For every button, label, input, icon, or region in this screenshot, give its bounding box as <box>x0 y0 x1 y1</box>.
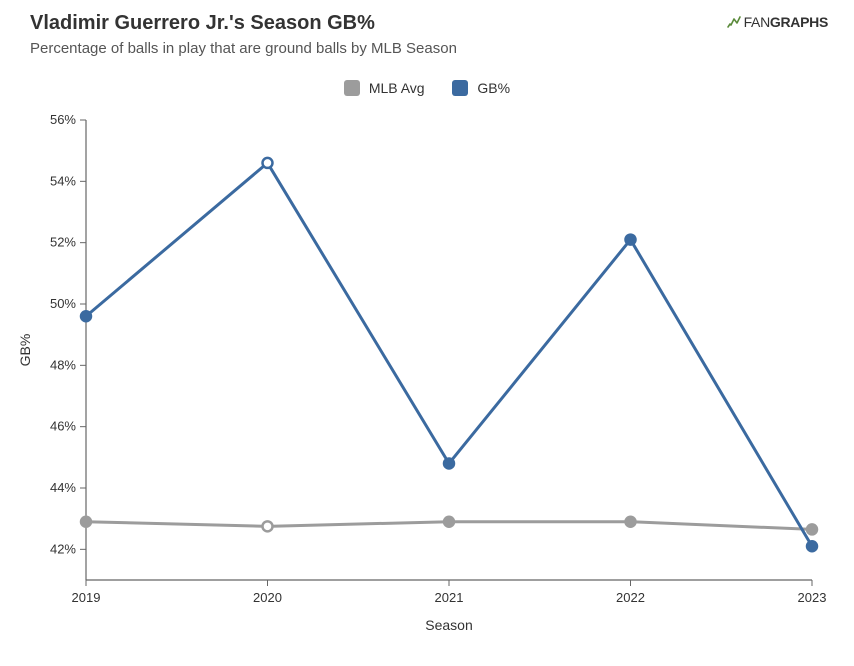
data-marker[interactable] <box>444 458 454 468</box>
data-marker[interactable] <box>81 517 91 527</box>
series <box>81 158 817 551</box>
data-marker[interactable] <box>444 517 454 527</box>
data-marker[interactable] <box>263 521 273 531</box>
axes: 42% 44% 46% 48% 50% 52% 54% 56% 2019 2020 2021 2022… <box>17 112 826 633</box>
y-tick-label: 44% <box>50 480 76 495</box>
data-marker[interactable] <box>626 517 636 527</box>
x-tick-label: 2019 <box>72 590 101 605</box>
chart-svg: 42% 44% 46% 48% 50% 52% 54% 56% 2019 2020 2021 2022… <box>0 0 854 666</box>
y-tick-label: 56% <box>50 112 76 127</box>
chart-container: Vladimir Guerrero Jr.'s Season GB% Perce… <box>0 0 854 666</box>
series-line <box>86 163 812 546</box>
y-tick-label: 48% <box>50 357 76 372</box>
x-axis-title: Season <box>425 617 472 633</box>
data-marker[interactable] <box>807 524 817 534</box>
data-marker[interactable] <box>807 541 817 551</box>
y-tick-label: 54% <box>50 173 76 188</box>
y-axis-title: GB% <box>17 334 33 367</box>
data-marker[interactable] <box>263 158 273 168</box>
data-marker[interactable] <box>626 235 636 245</box>
x-tick-label: 2023 <box>798 590 827 605</box>
y-tick-label: 46% <box>50 419 76 434</box>
x-tick-label: 2020 <box>253 590 282 605</box>
y-tick-label: 50% <box>50 296 76 311</box>
y-tick-label: 42% <box>50 541 76 556</box>
x-tick-label: 2021 <box>435 590 464 605</box>
x-tick-label: 2022 <box>616 590 645 605</box>
y-tick-label: 52% <box>50 235 76 250</box>
data-marker[interactable] <box>81 311 91 321</box>
